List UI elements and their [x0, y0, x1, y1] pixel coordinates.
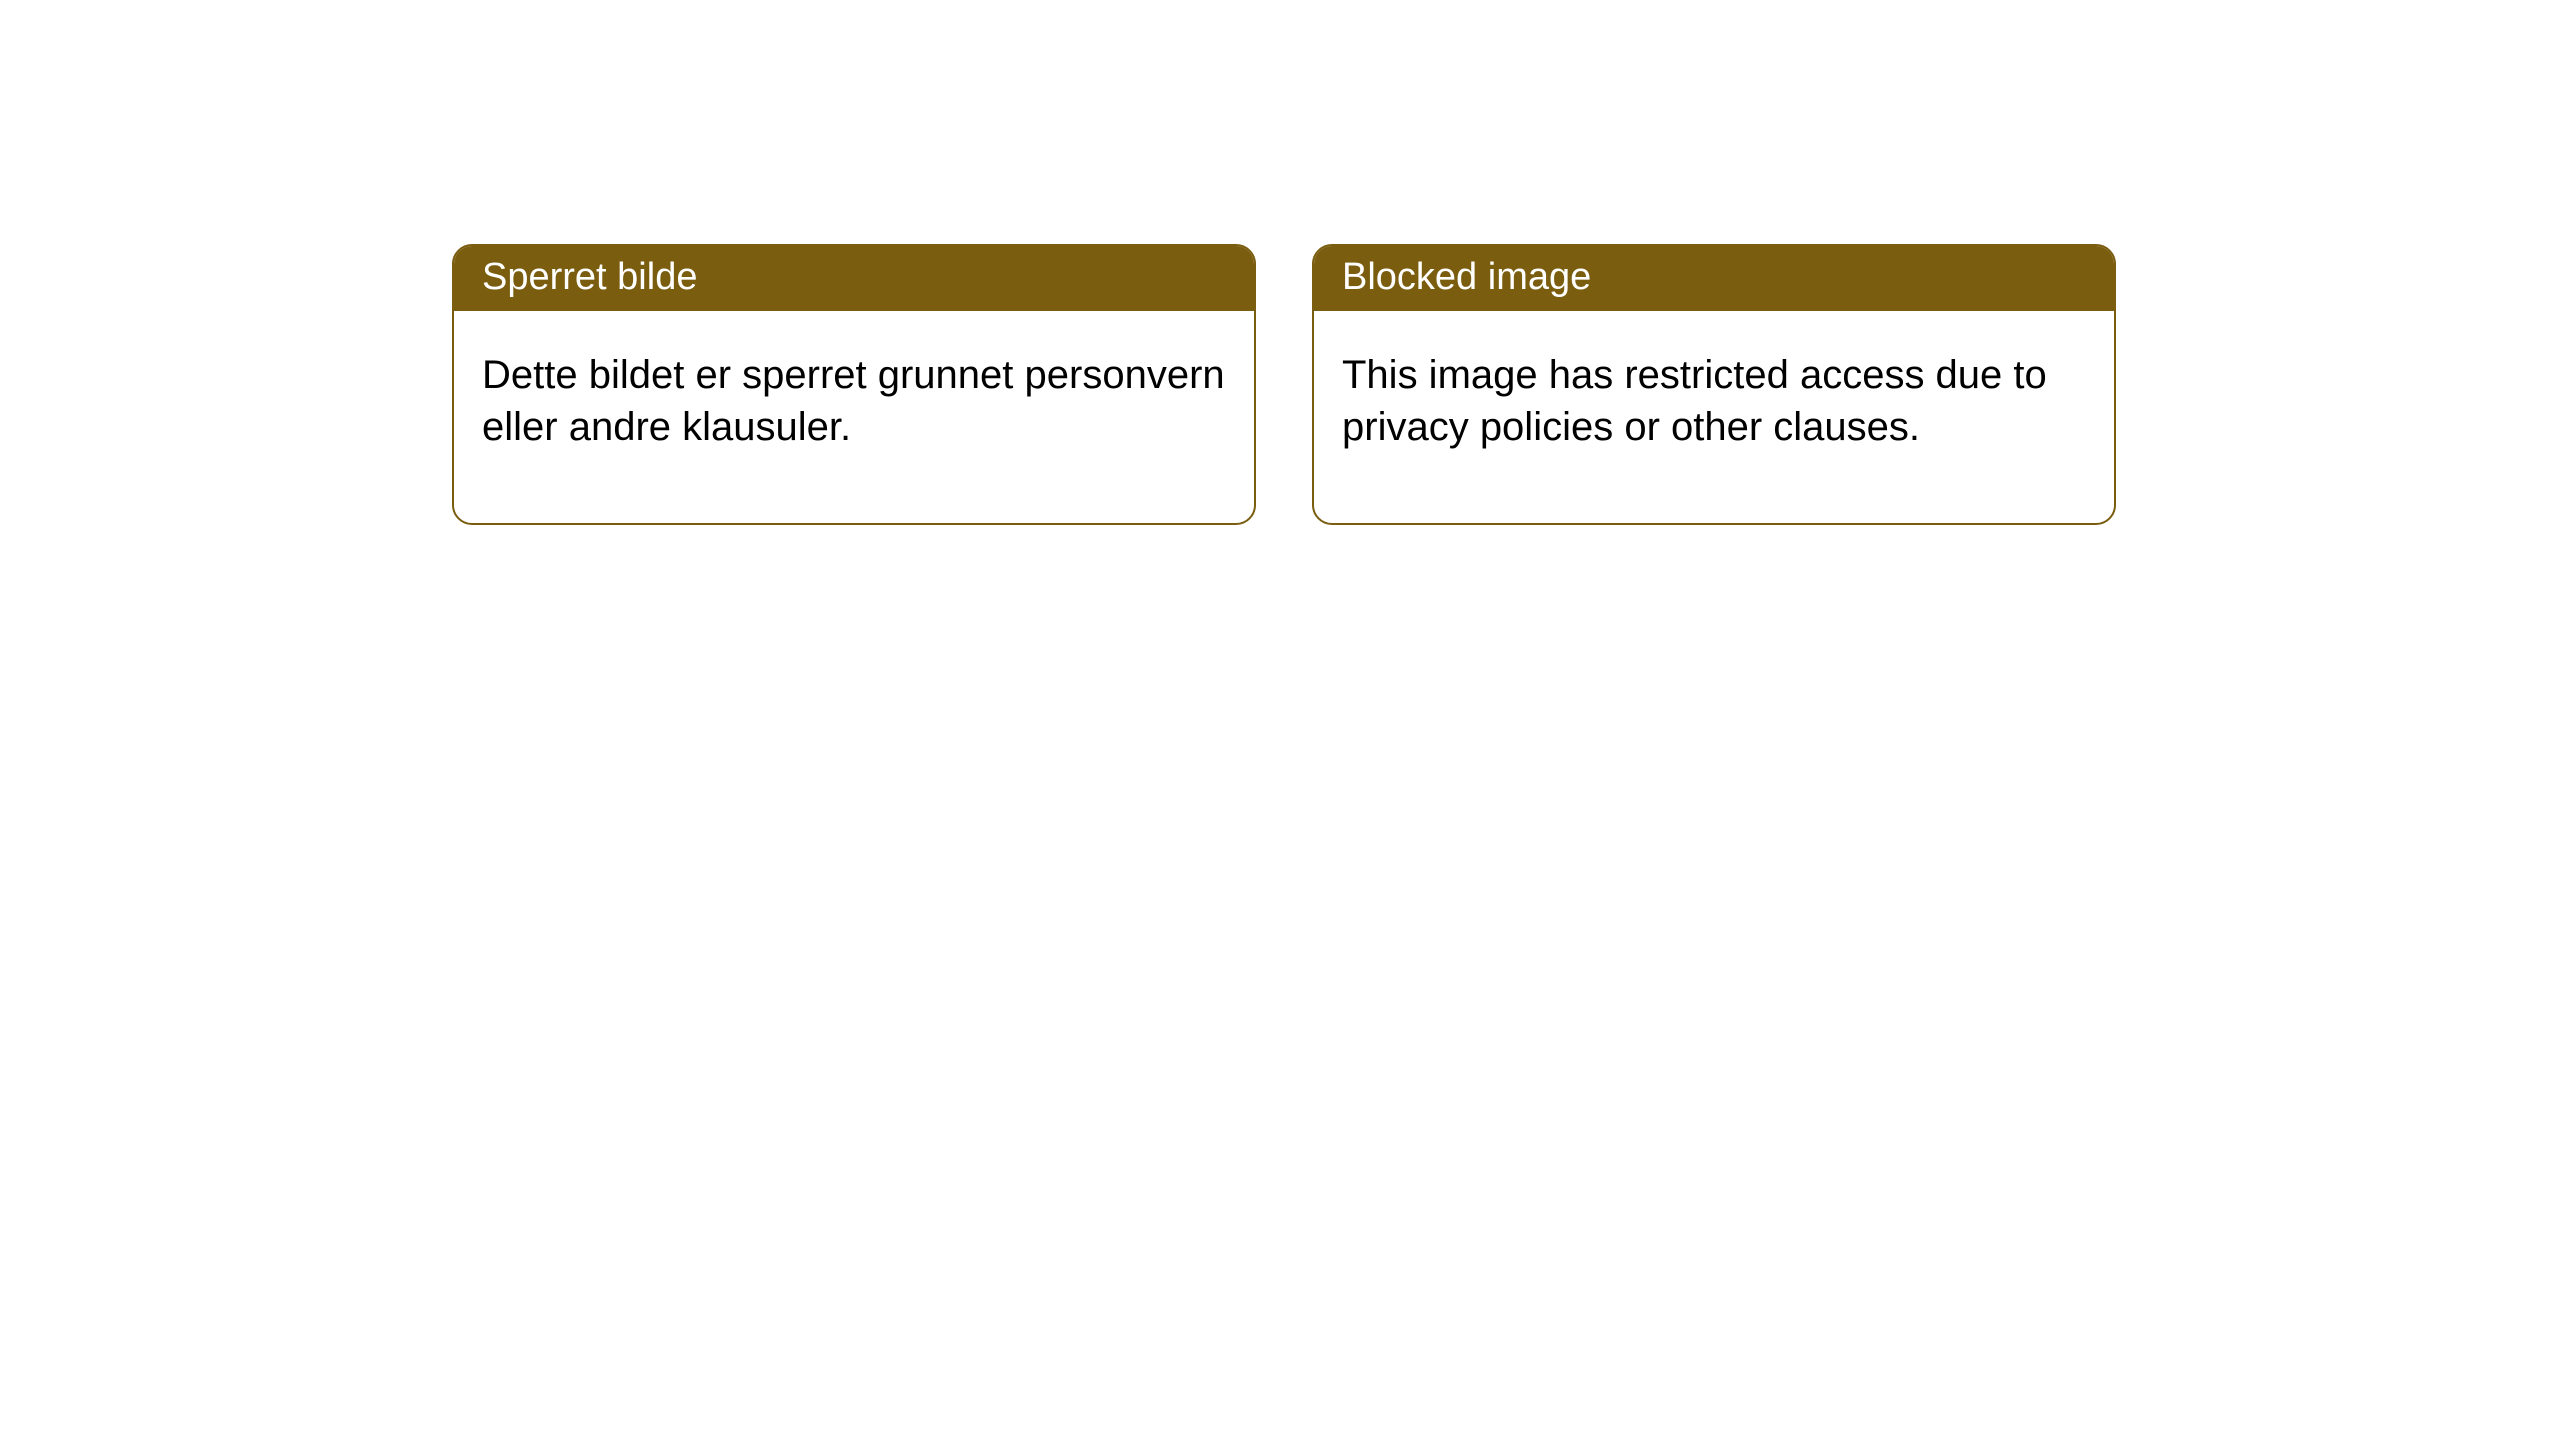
card-header: Blocked image: [1314, 246, 2114, 311]
card-body-text: This image has restricted access due to …: [1342, 353, 2047, 449]
card-title: Blocked image: [1342, 256, 1591, 298]
notice-cards-container: Sperret bilde Dette bildet er sperret gr…: [0, 0, 2560, 525]
card-body: Dette bildet er sperret grunnet personve…: [454, 311, 1254, 523]
card-body: This image has restricted access due to …: [1314, 311, 2114, 523]
card-body-text: Dette bildet er sperret grunnet personve…: [482, 353, 1225, 449]
notice-card-norwegian: Sperret bilde Dette bildet er sperret gr…: [452, 244, 1256, 525]
card-title: Sperret bilde: [482, 256, 697, 298]
card-header: Sperret bilde: [454, 246, 1254, 311]
notice-card-english: Blocked image This image has restricted …: [1312, 244, 2116, 525]
